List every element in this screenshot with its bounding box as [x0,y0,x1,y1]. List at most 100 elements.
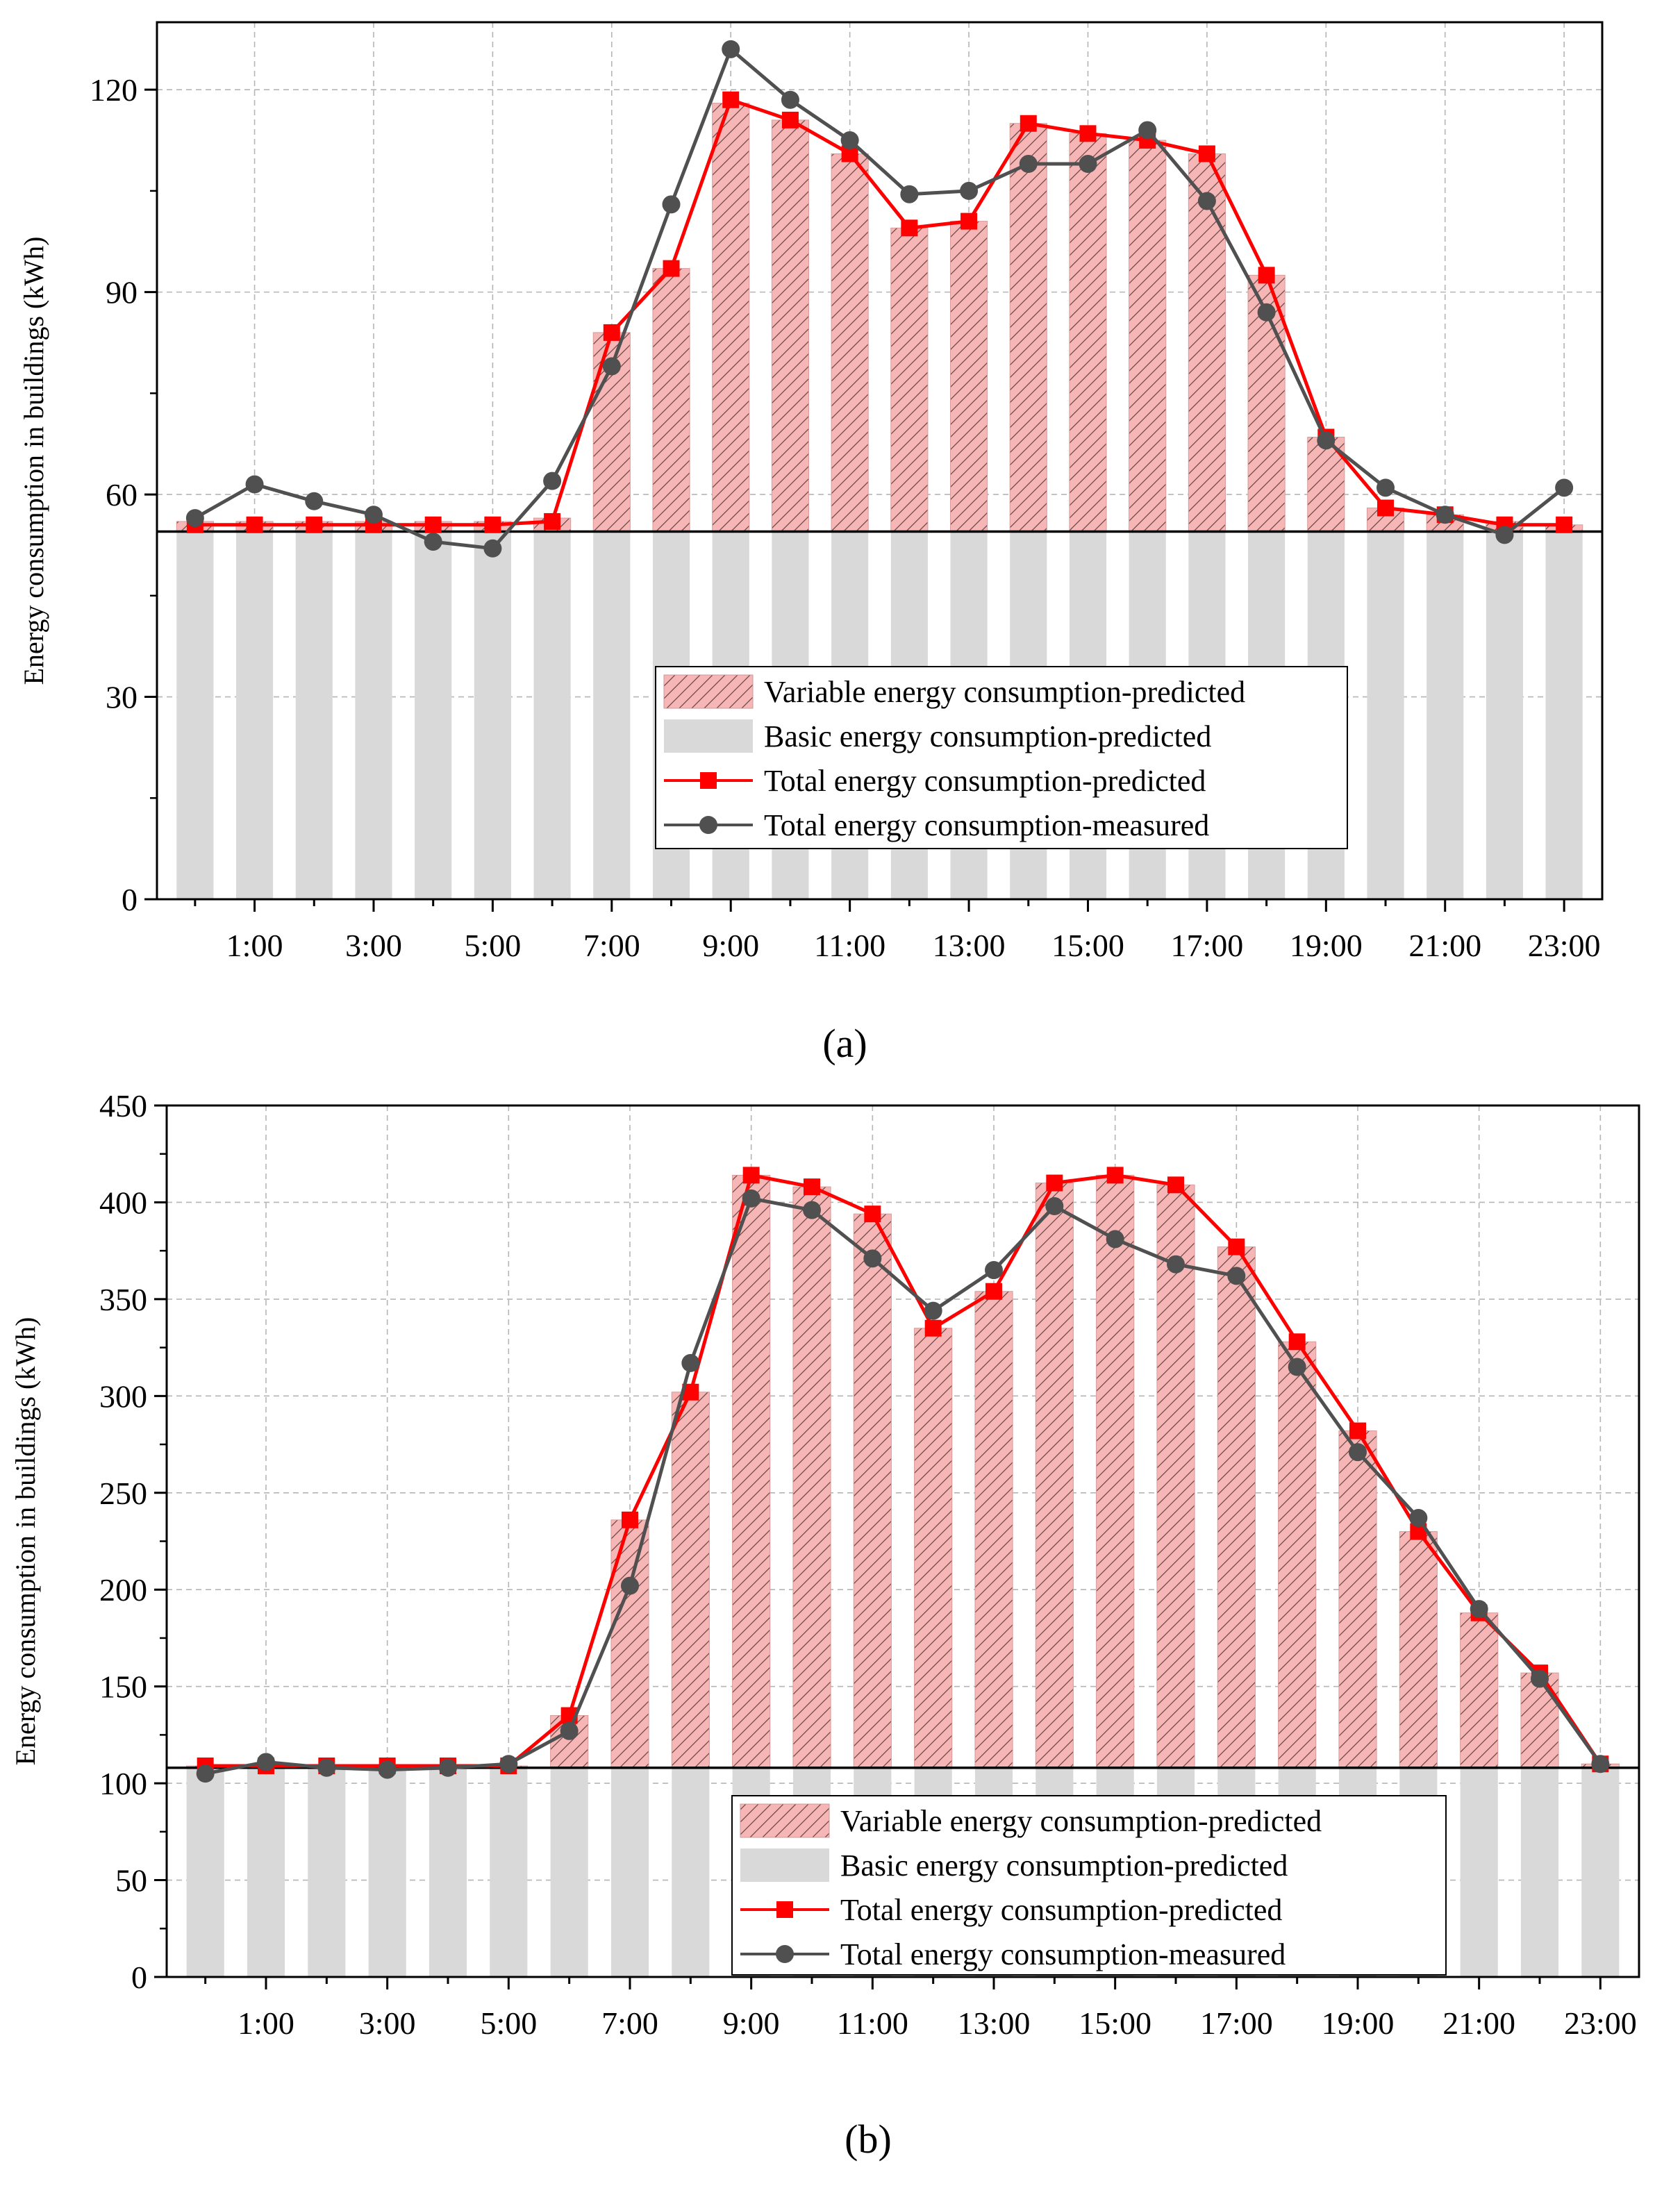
point-measured [781,90,799,109]
point-measured [722,40,740,58]
point-predicted [1228,1238,1245,1255]
bar-variable [1399,1531,1438,1769]
x-tick-label: 5:00 [465,928,522,963]
bar-variable [712,103,750,533]
bar-variable [732,1174,771,1769]
point-predicted [781,111,799,128]
legend-box [655,666,1348,849]
point-measured [681,1353,700,1372]
bar-basic [295,531,333,899]
point-measured [1436,506,1454,524]
total-predicted-line [186,91,1573,533]
point-measured [621,1576,639,1595]
point-measured [257,1753,275,1771]
point-predicted [1349,1422,1366,1439]
bar-basic [610,1767,649,1977]
legend-label-predicted: Total energy consumption-predicted [840,1893,1282,1927]
y-tick-label: 50 [115,1863,147,1898]
point-predicted [901,219,918,237]
bar-basic [550,1767,588,1977]
legend-swatch-variable [740,1803,830,1838]
x-tick-label: 19:00 [1322,2005,1395,2041]
total-measured-line [185,40,1574,558]
point-predicted [246,516,263,533]
point-measured [560,1721,579,1740]
point-predicted [306,516,323,533]
bar-basic [474,531,511,899]
point-predicted [722,91,740,108]
y-axis-label: Energy consumption in buildings (kWh) [10,1317,41,1766]
y-tick-label: 300 [99,1378,147,1414]
point-measured [185,509,204,528]
point-measured [1555,478,1574,497]
y-tick-label: 0 [131,1960,147,1995]
y-tick-label: 60 [106,477,138,512]
y-tick-label: 30 [106,680,138,715]
bar-basic [533,531,571,899]
bar-basic [1427,531,1464,899]
y-axis-ticks: 0 30 60 90 120 [90,72,157,917]
y-axis-ticks: 0 50 100 150 200 250 300 350 400 450 [99,1088,167,1995]
bar-variable [1035,1183,1074,1769]
x-tick-label: 23:00 [1564,2005,1637,2041]
bar-variable [890,227,929,533]
point-measured [1531,1669,1549,1688]
point-measured [1377,478,1395,497]
y-tick-label: 250 [99,1476,147,1511]
point-predicted [985,1283,1002,1300]
point-measured [960,181,979,200]
x-tick-label: 21:00 [1442,2005,1515,2041]
point-measured [305,492,324,510]
panel-caption-b: (b) [845,2117,892,2162]
point-measured [196,1764,215,1783]
legend-label-variable: Variable energy consumption-predicted [764,675,1245,709]
x-tick-label: 19:00 [1290,928,1363,963]
point-measured [924,1301,942,1320]
point-measured [1495,526,1514,544]
legend-swatch-basic [740,1848,829,1882]
legend-label-basic: Basic energy consumption-predicted [764,719,1211,753]
bar-variable [1460,1612,1499,1769]
bar-variable [1096,1174,1135,1769]
point-measured [1197,192,1216,210]
bar-variable [1188,153,1226,533]
point-predicted [1198,145,1215,162]
legend: Variable energy consumption-predicted Ba… [731,1795,1447,1976]
x-tick-label: 9:00 [723,2005,780,2041]
point-measured [1349,1443,1367,1462]
bar-basic [176,531,214,899]
point-measured [317,1758,336,1777]
point-predicted [484,516,501,533]
y-axis-label: Energy consumption in buildings (kWh) [18,237,49,685]
point-predicted [1556,516,1573,533]
y-tick-label: 120 [90,72,138,108]
bar-basic [235,531,274,899]
legend-label-measured: Total energy consumption-measured [840,1937,1286,1971]
series-line-predicted [205,1173,1602,1768]
point-measured [543,471,562,490]
x-tick-label: 15:00 [1051,928,1124,963]
x-tick-label: 5:00 [480,2005,537,2041]
y-tick-label: 0 [122,882,138,917]
x-tick-label: 13:00 [958,2005,1031,2041]
point-measured [364,506,383,524]
point-predicted [1288,1333,1306,1351]
point-predicted [544,512,561,530]
bar-variable [652,268,690,533]
bar-basic [429,1767,467,1977]
bar-basic [1460,1767,1498,1977]
variable-energy-bars [176,103,1583,533]
point-predicted [1106,1167,1124,1184]
legend-label-basic: Basic energy consumption-predicted [840,1848,1288,1883]
point-measured [483,539,502,558]
point-measured [1317,431,1336,450]
x-tick-label: 3:00 [359,2005,416,2041]
bar-basic [593,531,631,899]
chart-panel-b: 0 50 100 150 200 250 300 350 400 450 1:00 3:00 5:00… [10,1088,1640,2162]
point-predicted [1377,499,1395,517]
legend-label-measured: Total energy consumption-measured [764,808,1209,842]
bar-variable [974,1291,1013,1769]
y-tick-label: 350 [99,1282,147,1317]
point-measured [900,185,919,203]
